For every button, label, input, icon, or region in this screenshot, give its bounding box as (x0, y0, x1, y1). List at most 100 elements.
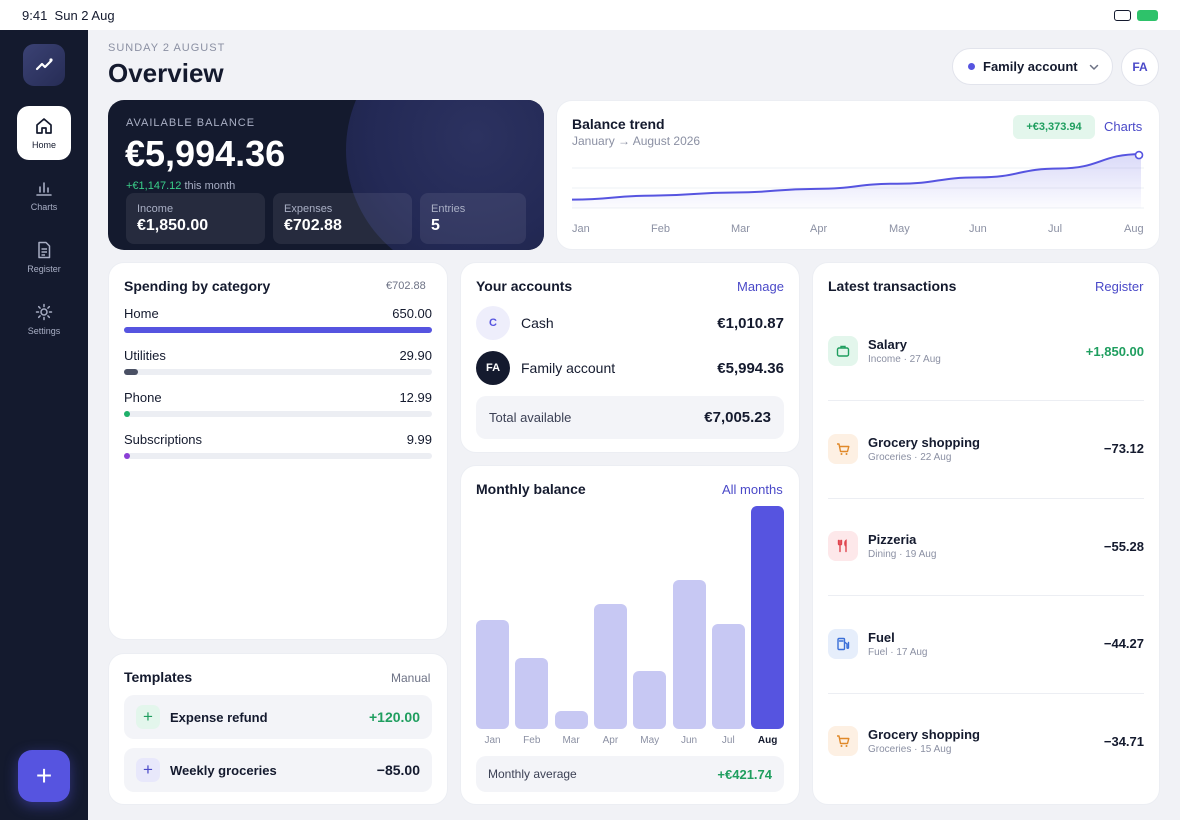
monthly-bar[interactable] (515, 657, 549, 729)
template-name: Expense refund (170, 709, 268, 725)
account-row-family[interactable]: FA Family account €5,994.36 (476, 351, 784, 385)
balance-label: AVAILABLE BALANCE (126, 117, 256, 129)
monthly-bar[interactable] (672, 579, 706, 729)
category-track (124, 369, 432, 375)
monthly-bar[interactable] (711, 624, 745, 729)
transaction-row[interactable]: Fuel Fuel · 17 Aug −44.27 (828, 614, 1144, 674)
sidebar-item-label: Settings (27, 326, 61, 336)
page-title: Overview (108, 58, 224, 88)
stat-label: Entries (431, 203, 466, 215)
trend-x-label: Apr (810, 223, 828, 235)
transaction-value: −73.12 (1103, 441, 1144, 456)
transaction-meta: Groceries · 22 Aug (868, 451, 952, 463)
transaction-value: −55.28 (1103, 538, 1144, 554)
trend-line (572, 153, 1142, 201)
stat-value: €1,850.00 (137, 217, 209, 234)
template-expense-refund[interactable]: + Expense refund +120.00 (124, 695, 432, 739)
transaction-divider (828, 497, 1144, 499)
stat-entries: Entries 5 (420, 193, 526, 244)
add-entry-button[interactable]: + (18, 750, 70, 802)
accounts-title: Your accounts (476, 278, 573, 294)
monthly-average-label: Monthly average (488, 767, 577, 781)
user-avatar[interactable]: FA (1121, 48, 1159, 86)
transaction-meta: Groceries · 15 Aug (868, 744, 952, 755)
transaction-icon-wrap (828, 433, 858, 464)
spending-title: Spending by category (124, 278, 271, 294)
transaction-text: Salary Income · 27 Aug (868, 337, 941, 365)
stat-label: Expenses (284, 203, 333, 215)
app-logo (23, 44, 65, 86)
monthly-bar[interactable] (751, 506, 785, 729)
stat-income: Income €1,850.00 (126, 193, 265, 244)
battery-icon (1137, 9, 1158, 21)
sidebar-item-label: Register (27, 264, 61, 274)
manage-accounts-link[interactable]: Manage (737, 279, 784, 294)
transaction-text: Grocery shopping Groceries · 15 Aug (868, 727, 980, 755)
transaction-text: Fuel Fuel · 17 Aug (868, 630, 927, 658)
sidebar-item-label: Charts (30, 202, 58, 212)
spending-card (108, 262, 448, 640)
category-row: Phone 12.99 (124, 390, 432, 417)
monthly-bar[interactable] (476, 619, 509, 729)
account-selector[interactable]: Family account (952, 48, 1113, 85)
trend-x-label: Jun (969, 223, 987, 235)
transaction-row[interactable]: Pizzeria Dining · 19 Aug −55.28 (828, 516, 1144, 576)
sidebar-item-charts[interactable]: Charts (17, 168, 71, 222)
gear-icon (35, 303, 53, 321)
monthly-bar-label: Jul (721, 735, 735, 746)
stat-label: Income (137, 203, 174, 215)
transaction-row[interactable]: Grocery shopping Groceries · 15 Aug −34.71 (828, 711, 1144, 771)
category-fill (124, 453, 130, 459)
trend-x-label: Aug (1124, 223, 1144, 235)
template-value: −85.00 (376, 762, 420, 778)
category-header: Utilities 29.90 (124, 348, 432, 363)
transaction-row[interactable]: Grocery shopping Groceries · 22 Aug −73.12 (828, 419, 1144, 479)
status-date: Sun 2 Aug (54, 7, 115, 23)
transaction-name: Pizzeria (868, 532, 917, 547)
category-value: 29.90 (399, 348, 432, 363)
chevron-down-icon (1089, 64, 1099, 70)
template-weekly-groceries[interactable]: + Weekly groceries −85.00 (124, 748, 432, 792)
screen-mirror-icon (1114, 9, 1131, 21)
total-available-value: €7,005.23 (704, 409, 771, 426)
monthly-bar[interactable] (593, 604, 627, 729)
transaction-meta: Income · 27 Aug (868, 354, 941, 365)
balance-card: AVAILABLE BALANCE €5,994.36 +€1,147.12 t… (108, 100, 544, 250)
charts-link[interactable]: Charts (1104, 119, 1143, 134)
sidebar-item-register[interactable]: Register (17, 230, 71, 284)
account-value: €5,994.36 (717, 359, 784, 377)
transaction-icon-wrap (828, 628, 858, 659)
category-name: Utilities (124, 348, 166, 363)
balance-change: +€1,147.12 this month (126, 180, 235, 192)
sidebar-item-home[interactable]: Home (17, 106, 71, 160)
sidebar: Home Charts Register Settings + (0, 30, 88, 820)
register-link[interactable]: Register (1095, 279, 1144, 294)
monthly-average-value: +€421.74 (717, 766, 772, 782)
sidebar-item-settings[interactable]: Settings (17, 292, 71, 346)
monthly-bar-label: Feb (523, 735, 541, 746)
briefcase-icon (836, 345, 850, 357)
account-row-cash[interactable]: C Cash €1,010.87 (476, 306, 784, 340)
templates-manual-link[interactable]: Manual (391, 671, 431, 685)
monthly-bar[interactable] (633, 671, 667, 729)
monthly-balance-card (460, 465, 800, 805)
category-name: Home (124, 306, 159, 321)
account-dot (968, 63, 975, 70)
templates-title: Templates (124, 669, 193, 685)
transaction-icon-wrap (828, 531, 858, 561)
category-value: 650.00 (392, 306, 432, 321)
trend-up-icon (35, 58, 53, 71)
monthly-bar[interactable] (554, 711, 588, 729)
template-value: +120.00 (369, 709, 420, 725)
transaction-value: −44.27 (1103, 636, 1144, 651)
trend-area (572, 154, 1141, 208)
transaction-row[interactable]: Salary Income · 27 Aug +1,850.00 (828, 321, 1144, 381)
spending-total: €702.88 (386, 280, 426, 292)
plus-icon: + (136, 705, 160, 729)
category-name: Subscriptions (124, 432, 203, 447)
bar-chart-icon (36, 182, 52, 196)
account-avatar: C (476, 306, 510, 340)
category-fill (124, 327, 432, 333)
transaction-icon-wrap (828, 726, 858, 756)
all-months-link[interactable]: All months (722, 482, 783, 497)
